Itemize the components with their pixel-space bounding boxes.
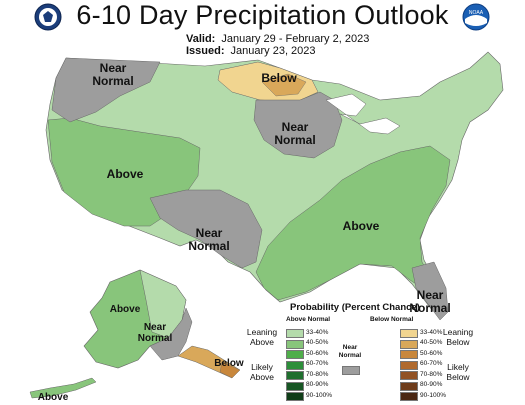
legend-near-swatch (342, 366, 360, 375)
page-title: 6-10 Day Precipitation Outlook (76, 0, 449, 30)
issued-label: Issued: (186, 45, 225, 57)
below-north-core (261, 73, 307, 97)
legend-above-range-0: 33-40% (306, 328, 329, 336)
great-lakes (325, 93, 401, 135)
label-above-alaska: Above (109, 304, 141, 315)
legend-below-swatch-0 (400, 329, 418, 338)
legend-below-range-0: 33-40% (420, 328, 443, 336)
legend-above-swatch-2 (286, 350, 304, 359)
legend-above-range-4: 70-80% (306, 370, 329, 378)
legend-leaning-below: Leaning Below (442, 327, 474, 347)
label-below-alaska: Below (214, 358, 244, 369)
near-normal-northwest (51, 57, 161, 123)
legend-below-range-1: 40-50% (420, 339, 443, 346)
label-above-west: Above (106, 167, 144, 181)
legend-above-range-5: 80-90% (306, 381, 329, 388)
legend-below-range-2: 50-60% (420, 349, 443, 357)
alaska-below-core (219, 361, 241, 379)
label-near-normal-nw: Near Normal (92, 61, 134, 88)
doc-seal-icon (34, 3, 62, 31)
legend-above-header: Above Normal (286, 316, 331, 323)
issued-date: Issued: January 23, 2023 (186, 45, 316, 57)
label-below-north: Below (261, 71, 297, 85)
legend-below-swatch-6 (400, 392, 418, 401)
legend-below-header: Below Normal (370, 316, 414, 323)
legend-above-swatch-0 (286, 329, 304, 338)
legend-below-swatch-3 (400, 360, 418, 370)
legend-likely-above: Likely Above (249, 362, 275, 382)
legend-likely-below: Likely Below (446, 362, 470, 382)
southeast-above-likely (255, 145, 451, 301)
legend-above-swatch-3 (286, 360, 304, 370)
label-above-aleutians: Above (37, 392, 69, 403)
noaa-logo-text: NOAA (469, 10, 484, 16)
legend-above-range-3: 60-70% (306, 360, 329, 367)
probability-legend: Probability (Percent Chance) Above Norma… (240, 300, 525, 405)
legend-above-range-1: 40-50% (306, 339, 329, 346)
label-near-normal-florida: Near Normal (409, 288, 451, 315)
label-near-normal-south: Near Normal (188, 226, 230, 253)
legend-below-swatch-4 (400, 371, 418, 380)
label-above-southeast: Above (342, 219, 380, 233)
legend-above-swatch-6 (286, 392, 304, 401)
near-normal-south (149, 189, 263, 269)
legend-leaning-above: Leaning Above (246, 327, 278, 347)
legend-below-swatch-5 (400, 381, 418, 391)
aleutian-islands (29, 377, 97, 399)
noaa-logo-icon: NOAA (462, 3, 490, 31)
valid-dates: Valid: January 29 - February 2, 2023 (186, 33, 369, 45)
legend-near-header: Near Normal (338, 344, 362, 359)
legend-below-swatch-1 (400, 339, 418, 349)
legend-title: Probability (Percent Chance) (290, 302, 420, 313)
valid-value: January 29 - February 2, 2023 (221, 33, 370, 45)
legend-below-range-6: 90-100% (420, 391, 447, 399)
label-near-normal-midwest: Near Normal (274, 120, 316, 147)
near-normal-midwest (253, 91, 343, 159)
legend-below-range-5: 80-90% (420, 381, 443, 388)
legend-above-swatch-5 (286, 381, 304, 391)
legend-above-swatch-4 (286, 371, 304, 380)
legend-below-range-3: 60-70% (420, 360, 443, 367)
label-near-normal-alaska: Near Normal (137, 322, 173, 344)
near-normal-florida (411, 261, 449, 321)
legend-below-range-4: 70-80% (420, 370, 443, 378)
issued-value: January 23, 2023 (230, 45, 316, 57)
legend-below-swatch-2 (400, 350, 418, 359)
legend-above-swatch-1 (286, 339, 304, 349)
legend-above-range-2: 50-60% (306, 349, 329, 357)
alaska-near-normal (149, 307, 193, 361)
legend-above-range-6: 90-100% (306, 391, 333, 399)
valid-label: Valid: (186, 33, 216, 45)
